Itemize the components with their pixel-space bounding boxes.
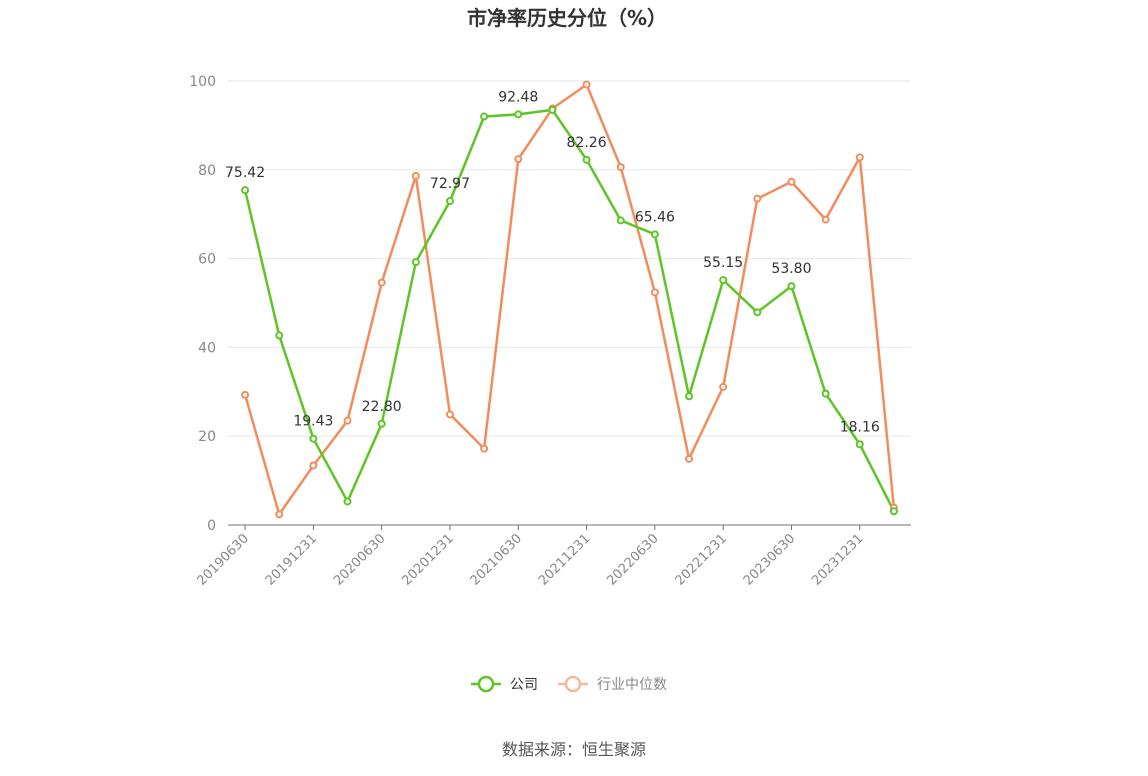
y-axis: 0 20 40 60 80 100 (189, 74, 216, 534)
data-point (343, 416, 352, 425)
data-point (685, 454, 694, 463)
x-tick-label: 20230630 (741, 531, 798, 588)
data-point (821, 215, 830, 224)
data-label: 92.48 (498, 89, 538, 105)
x-tick-label: 20211231 (536, 531, 593, 588)
x-tick-label: 20221231 (673, 531, 730, 588)
data-label: 18.16 (840, 419, 880, 435)
data-point (787, 177, 796, 186)
data-point (343, 497, 352, 506)
data-point (411, 258, 420, 267)
data-point (616, 216, 625, 225)
data-point (719, 276, 728, 285)
data-point (650, 288, 659, 297)
data-point (821, 389, 830, 398)
data-labels: 75.42 19.43 22.80 72.97 92.48 82.26 65.46 55.15… (225, 89, 880, 435)
data-point (275, 331, 284, 340)
x-tick-label: 20210630 (468, 531, 525, 588)
data-label: 75.42 (225, 165, 265, 181)
data-label: 22.80 (362, 399, 402, 415)
data-point (514, 155, 523, 164)
data-point (377, 278, 386, 287)
legend-label: 公司 (510, 677, 538, 693)
x-tick-label: 20201231 (399, 531, 456, 588)
y-tick-label: 80 (198, 163, 216, 179)
data-point (855, 440, 864, 449)
y-tick-label: 100 (189, 74, 216, 90)
series-points (241, 80, 898, 519)
source-note: 数据来源：恒生聚源 (502, 740, 646, 759)
data-point (719, 382, 728, 391)
data-point (582, 80, 591, 89)
x-tick-label: 20191231 (263, 531, 320, 588)
data-point (650, 230, 659, 239)
y-tick-label: 20 (198, 429, 216, 445)
data-point (582, 155, 591, 164)
x-tick-label: 20190630 (195, 531, 252, 588)
data-point (855, 153, 864, 162)
data-point (480, 112, 489, 121)
data-point (309, 434, 318, 443)
data-point (548, 105, 557, 114)
data-point (445, 197, 454, 206)
data-point (480, 444, 489, 453)
data-point (616, 163, 625, 172)
data-point (309, 461, 318, 470)
y-tick-label: 60 (198, 252, 216, 268)
legend-marker (477, 675, 495, 693)
data-point (787, 282, 796, 291)
data-point (241, 390, 250, 399)
data-label: 82.26 (567, 135, 607, 151)
y-tick-label: 0 (207, 518, 216, 534)
legend-marker (564, 675, 582, 693)
grid (228, 80, 911, 437)
data-label: 19.43 (293, 414, 333, 430)
data-point (514, 110, 523, 119)
data-point (889, 507, 898, 516)
x-tick-label: 20200630 (331, 531, 388, 588)
x-tick-label: 20220630 (604, 531, 661, 588)
series-line (243, 108, 896, 512)
data-point (445, 410, 454, 419)
data-point (241, 186, 250, 195)
x-axis: 20190630 20191231 20200630 20201231 20210630… (195, 524, 911, 589)
legend-label: 行业中位数 (597, 677, 667, 693)
x-tick-label: 20231231 (809, 531, 866, 588)
data-point (411, 172, 420, 181)
series-lines (243, 83, 896, 516)
data-point (753, 194, 762, 203)
data-label: 55.15 (703, 255, 743, 271)
y-tick-label: 40 (198, 340, 216, 356)
data-label: 72.97 (430, 176, 470, 192)
data-point (275, 510, 284, 519)
chart-title: 市净率历史分位（%） (467, 6, 667, 30)
data-point (685, 392, 694, 401)
data-label: 53.80 (771, 261, 811, 277)
data-point (377, 419, 386, 428)
data-label: 65.46 (635, 209, 675, 225)
data-point (753, 308, 762, 317)
series-line (243, 83, 896, 516)
legend: 公司 行业中位数 (471, 675, 667, 693)
